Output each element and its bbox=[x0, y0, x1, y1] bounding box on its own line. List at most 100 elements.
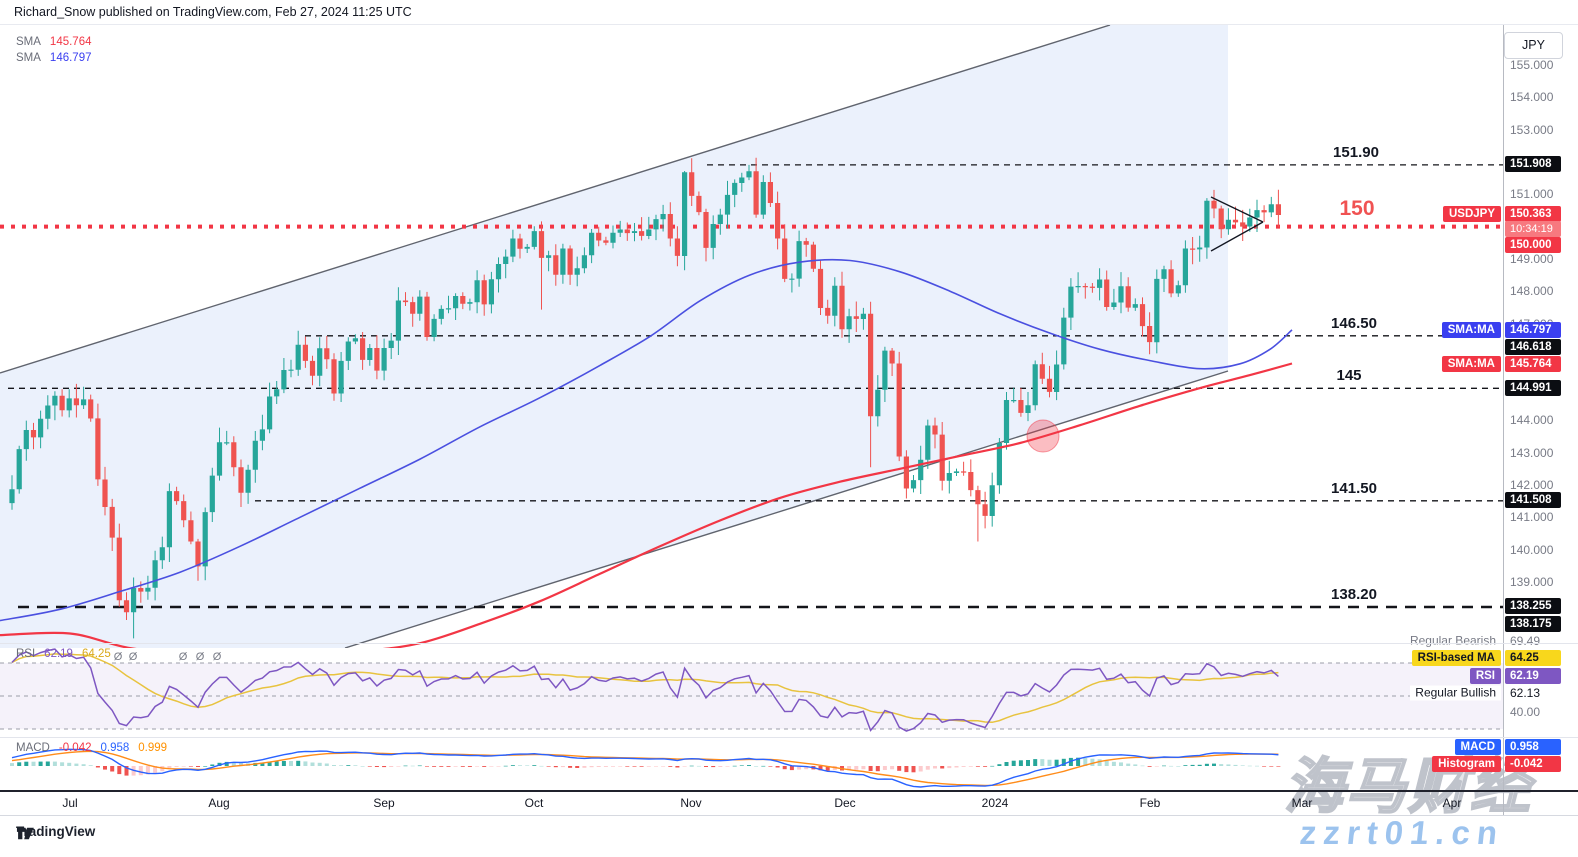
time-axis-label-apr[interactable]: Apr bbox=[1442, 796, 1462, 810]
rsi-row-value: 62.19 bbox=[1505, 668, 1561, 684]
macd-histogram-bar bbox=[1047, 759, 1052, 766]
macd-histogram-bar bbox=[324, 763, 329, 766]
macd-histogram-bar bbox=[396, 766, 401, 767]
macd-histogram-bar bbox=[425, 766, 429, 767]
macd-histogram-bar bbox=[1026, 760, 1030, 766]
macd-histogram-bar bbox=[1176, 766, 1181, 767]
header-divider bbox=[0, 24, 1578, 25]
channel-lower-line bbox=[344, 370, 1229, 648]
macd-histogram-bar bbox=[231, 762, 236, 766]
macd-histogram-bar bbox=[403, 765, 408, 767]
macd-histogram-bar bbox=[1219, 764, 1224, 766]
macd-legend[interactable]: MACD -0.042 0.958 0.999 bbox=[16, 742, 167, 754]
macd-histogram-bar bbox=[890, 766, 895, 770]
macd-histogram-bar bbox=[417, 765, 422, 767]
macd-histogram-bar bbox=[868, 766, 873, 771]
time-axis-label-2024[interactable]: 2024 bbox=[981, 796, 1009, 810]
macd-histogram-bar bbox=[518, 765, 522, 766]
pane-divider-macd[interactable] bbox=[0, 737, 1578, 738]
currency-toggle-button[interactable]: JPY bbox=[1504, 32, 1563, 59]
macd-histogram-bar bbox=[1204, 763, 1209, 766]
macd-histogram-bar bbox=[346, 765, 351, 766]
macd-histogram-bar bbox=[732, 765, 737, 767]
macd-histogram-bar bbox=[260, 762, 265, 766]
time-axis-label-mar[interactable]: Mar bbox=[1291, 796, 1313, 810]
macd-histogram-bar bbox=[339, 765, 344, 766]
axis-chip: 144.991 bbox=[1505, 380, 1561, 396]
macd-histogram-bar bbox=[117, 766, 122, 775]
macd-histogram-bar bbox=[854, 766, 859, 770]
axis-chip: 141.508 bbox=[1505, 492, 1561, 508]
macd-histogram-bar bbox=[747, 765, 751, 766]
macd-histogram-bar bbox=[281, 761, 286, 766]
time-axis-label-sep[interactable]: Sep bbox=[373, 796, 395, 810]
macd-histogram-bar bbox=[625, 766, 630, 767]
time-axis-label-feb[interactable]: Feb bbox=[1139, 796, 1161, 810]
time-axis-label-aug[interactable]: Aug bbox=[208, 796, 230, 810]
sma-fast-legend[interactable]: SMA 145.764 bbox=[16, 36, 92, 48]
macd-histogram-bar bbox=[224, 761, 229, 766]
macd-histogram-bar bbox=[45, 761, 50, 766]
macd-histogram-bar bbox=[596, 766, 601, 767]
macd-histogram-bar bbox=[1126, 763, 1131, 766]
rsi-zero-marker: Ø bbox=[213, 651, 222, 663]
macd-histogram-bar bbox=[918, 766, 923, 772]
price-axis-tick: 153.000 bbox=[1510, 122, 1554, 137]
macd-histogram-bar bbox=[510, 765, 515, 766]
highlight-circle bbox=[1026, 419, 1060, 453]
macd-histogram-bar bbox=[990, 765, 995, 767]
macd-histogram-bar bbox=[1111, 761, 1116, 766]
macd-histogram-bar bbox=[289, 761, 293, 766]
macd-histogram-bar bbox=[496, 766, 501, 767]
macd-histogram-bar bbox=[933, 766, 937, 769]
sma-fast-legend-value: 145.764 bbox=[49, 36, 92, 48]
macd-histogram-bar bbox=[582, 766, 587, 768]
price-pane bbox=[0, 25, 1503, 648]
macd-legend-title: MACD bbox=[16, 742, 50, 754]
rsi-legend[interactable]: RSI 62.19 64.25 bbox=[16, 648, 111, 660]
axis-chip: 150.000 bbox=[1505, 237, 1561, 253]
macd-histogram-bar bbox=[754, 766, 759, 767]
pennant-line bbox=[1210, 196, 1264, 223]
axis-chip: 150.363 bbox=[1505, 206, 1561, 222]
macd-histogram-bar bbox=[210, 764, 215, 766]
macd-histogram-bar bbox=[575, 766, 580, 768]
time-axis-label-oct[interactable]: Oct bbox=[524, 796, 544, 810]
macd-histogram-bar bbox=[689, 765, 694, 767]
macd-histogram-bar bbox=[825, 766, 830, 771]
macd-histogram-bar bbox=[861, 766, 866, 770]
macd-histogram-bar bbox=[975, 766, 980, 767]
macd-histogram-bar bbox=[539, 765, 544, 767]
time-axis-bottom-border bbox=[0, 815, 1578, 816]
price-axis-tick: 155.000 bbox=[1510, 58, 1554, 73]
sma-tag-chip: SMA:MA bbox=[1441, 356, 1501, 372]
tradingview-brand[interactable]: TradingView bbox=[16, 824, 95, 840]
macd-histogram-bar bbox=[761, 765, 766, 767]
level-label: 145 bbox=[1336, 367, 1362, 385]
pane-divider-rsi[interactable] bbox=[0, 643, 1578, 644]
macd-histogram-bar bbox=[439, 766, 444, 767]
macd-histogram-bar bbox=[618, 766, 623, 767]
time-axis-label-nov[interactable]: Nov bbox=[680, 796, 702, 810]
time-axis-label-dec[interactable]: Dec bbox=[834, 796, 856, 810]
macd-histogram-bar bbox=[589, 766, 594, 768]
sma-tag-chip: SMA:MA bbox=[1441, 322, 1501, 338]
macd-histogram-bar bbox=[789, 766, 794, 771]
macd-histogram-bar bbox=[711, 766, 716, 768]
price-axis-tick: 140.000 bbox=[1510, 542, 1554, 557]
rsi-zero-marker: Ø bbox=[129, 651, 138, 663]
time-axis-divider bbox=[0, 790, 1578, 792]
macd-histogram-bar bbox=[453, 766, 458, 767]
time-axis-label-jul[interactable]: Jul bbox=[62, 796, 78, 810]
sma-slow-legend[interactable]: SMA 146.797 bbox=[16, 52, 92, 64]
macd-histogram-bar bbox=[904, 766, 909, 773]
macd-histogram-bar bbox=[145, 766, 150, 775]
macd-histogram-bar bbox=[739, 765, 744, 766]
sma-slow-legend-label: SMA bbox=[16, 52, 41, 64]
macd-histogram-bar bbox=[718, 766, 723, 767]
macd-histogram-bar bbox=[332, 765, 336, 766]
macd-histogram-bar bbox=[1247, 765, 1252, 767]
macd-histogram-bar bbox=[382, 766, 387, 768]
publish-attribution: Richard_Snow published on TradingView.co… bbox=[14, 5, 412, 19]
